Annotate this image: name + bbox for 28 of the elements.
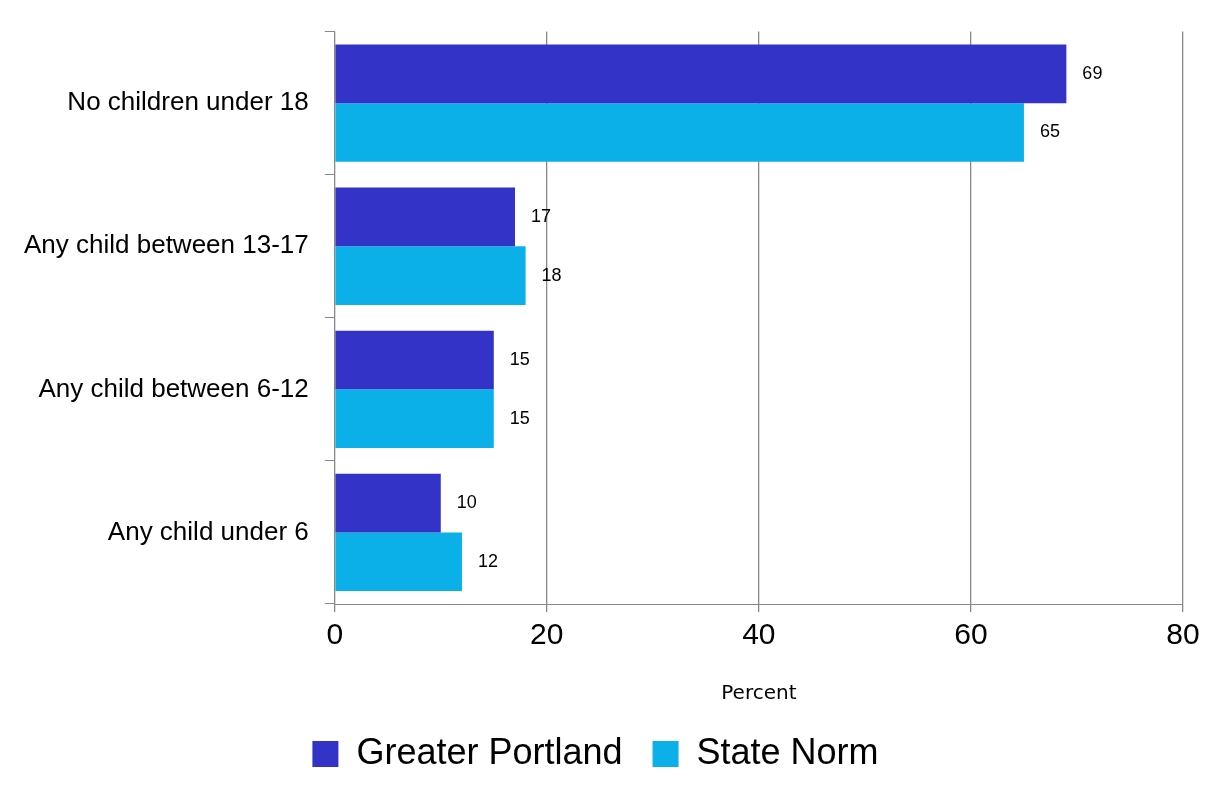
x-tick-label: 80 bbox=[1166, 617, 1200, 651]
y-tick-label: Any child under 6 bbox=[107, 515, 309, 546]
data-label: 15 bbox=[509, 348, 530, 369]
data-label: 65 bbox=[1039, 121, 1060, 142]
x-tick-label: 0 bbox=[326, 617, 344, 651]
bar bbox=[335, 532, 462, 592]
data-label: 69 bbox=[1082, 62, 1103, 83]
data-label: 12 bbox=[477, 550, 499, 571]
data-label: 18 bbox=[541, 264, 562, 285]
bar bbox=[335, 330, 494, 390]
data-label: 10 bbox=[456, 492, 477, 513]
bar bbox=[335, 44, 1067, 104]
y-tick-label: Any child between 6-12 bbox=[38, 372, 309, 403]
data-label: 17 bbox=[531, 205, 552, 226]
x-tick-label: 20 bbox=[530, 617, 564, 651]
y-tick-label: No children under 18 bbox=[67, 86, 309, 117]
bar bbox=[335, 103, 1024, 162]
y-tick-label: Any child between 13-17 bbox=[23, 229, 309, 260]
bar bbox=[335, 187, 515, 247]
bar bbox=[335, 246, 526, 305]
x-axis-title: Percent bbox=[721, 680, 797, 705]
legend-label: State Norm bbox=[696, 730, 879, 772]
bar bbox=[335, 389, 494, 449]
bar bbox=[335, 473, 441, 533]
data-label: 15 bbox=[509, 407, 530, 428]
legend-label: Greater Portland bbox=[356, 730, 623, 772]
x-tick-label: 60 bbox=[954, 617, 988, 651]
x-tick-label: 40 bbox=[742, 617, 776, 651]
